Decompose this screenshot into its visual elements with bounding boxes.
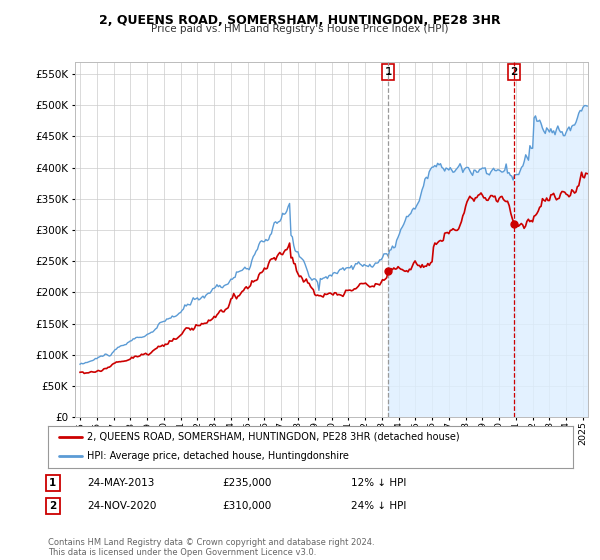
Text: HPI: Average price, detached house, Huntingdonshire: HPI: Average price, detached house, Hunt… <box>88 451 349 461</box>
Text: 2: 2 <box>49 501 56 511</box>
Text: 2: 2 <box>511 67 518 77</box>
Text: Contains HM Land Registry data © Crown copyright and database right 2024.
This d: Contains HM Land Registry data © Crown c… <box>48 538 374 557</box>
Text: 1: 1 <box>49 478 56 488</box>
Text: 1: 1 <box>385 67 392 77</box>
Text: 12% ↓ HPI: 12% ↓ HPI <box>351 478 406 488</box>
Text: 24-NOV-2020: 24-NOV-2020 <box>87 501 157 511</box>
Text: £310,000: £310,000 <box>222 501 271 511</box>
Text: 24-MAY-2013: 24-MAY-2013 <box>87 478 154 488</box>
Text: 24% ↓ HPI: 24% ↓ HPI <box>351 501 406 511</box>
Text: £235,000: £235,000 <box>222 478 271 488</box>
Text: 2, QUEENS ROAD, SOMERSHAM, HUNTINGDON, PE28 3HR: 2, QUEENS ROAD, SOMERSHAM, HUNTINGDON, P… <box>99 14 501 27</box>
Text: Price paid vs. HM Land Registry's House Price Index (HPI): Price paid vs. HM Land Registry's House … <box>151 24 449 34</box>
Text: 2, QUEENS ROAD, SOMERSHAM, HUNTINGDON, PE28 3HR (detached house): 2, QUEENS ROAD, SOMERSHAM, HUNTINGDON, P… <box>88 432 460 442</box>
